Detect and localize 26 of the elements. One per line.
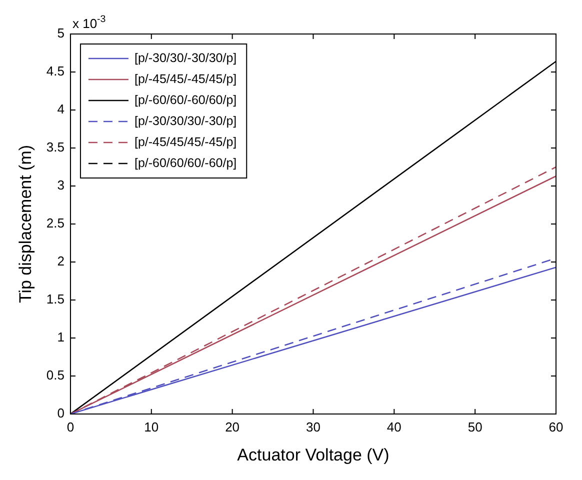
y-tick-label: 2 xyxy=(57,254,64,269)
y-axis-title: Tip displacement (m) xyxy=(16,144,35,304)
legend-label: [p/-45/45/-45/45/p] xyxy=(134,72,237,86)
y-tick-label: 1 xyxy=(57,330,64,345)
x-tick-label: 10 xyxy=(144,419,159,434)
x-tick-label: 40 xyxy=(386,419,402,434)
legend-label: [p/-45/45/45/-45/p] xyxy=(134,134,237,149)
x-tick-label: 30 xyxy=(306,419,320,434)
x-axis-title: Actuator Voltage (V) xyxy=(237,445,390,464)
y-tick-label: 3 xyxy=(57,178,64,193)
x-tick-label: 0 xyxy=(66,419,74,434)
y-tick-label: 0.5 xyxy=(46,368,64,383)
y-tick-label: 4.5 xyxy=(46,64,64,79)
y-tick-label: 1.5 xyxy=(46,292,64,307)
legend-label: [p/-30/30/30/-30/p] xyxy=(134,114,237,128)
legend-label: [p/-30/30/-30/30/p] xyxy=(134,50,237,65)
y-tick-label: 3.5 xyxy=(46,140,64,155)
y-tick-label: 0 xyxy=(57,406,64,421)
y-tick-label: 4 xyxy=(57,102,64,117)
x-tick-label: 60 xyxy=(548,419,564,434)
x-tick-label: 20 xyxy=(225,419,240,434)
x-tick-label: 50 xyxy=(468,419,482,434)
y-tick-label: 5 xyxy=(57,26,64,41)
legend-label: [p/-60/60/60/-60/p] xyxy=(134,156,237,170)
y-tick-label: 2.5 xyxy=(46,216,64,231)
legend-label: [p/-60/60/-60/60/p] xyxy=(134,92,237,107)
